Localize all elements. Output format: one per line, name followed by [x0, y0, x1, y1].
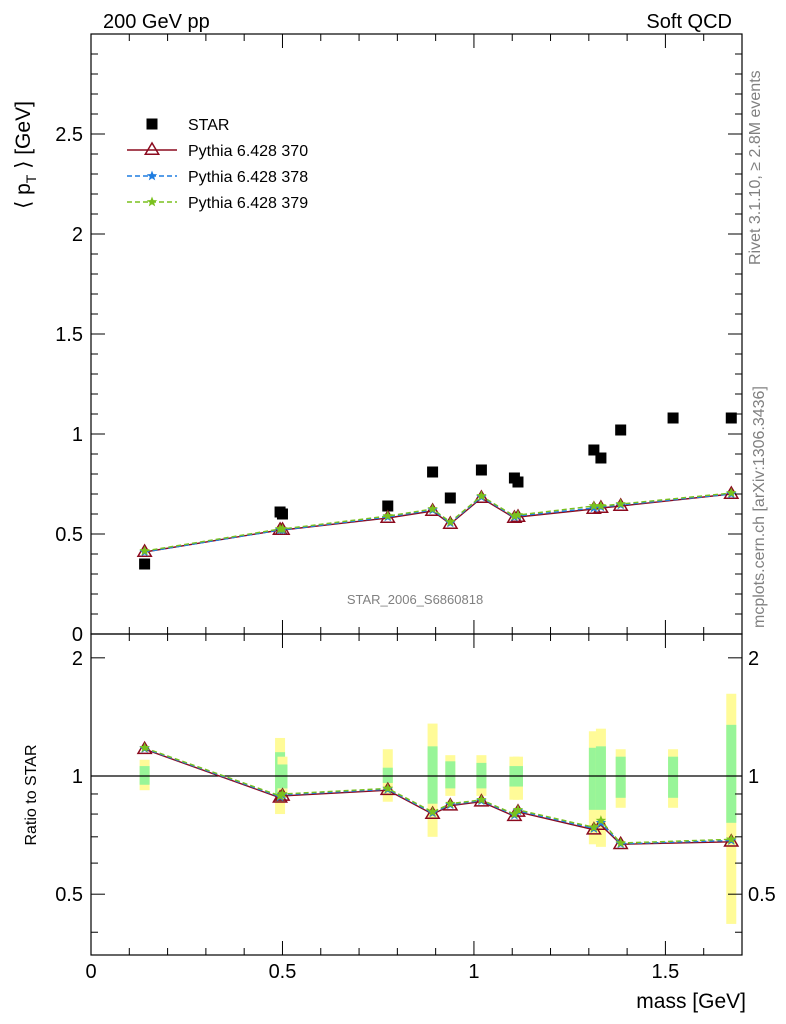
ratio-frame: [90, 633, 743, 956]
x-tick-label: 1.5: [652, 961, 680, 983]
rivet-label: Rivet 3.1.10, ≥ 2.8M events: [747, 70, 764, 265]
data-point: [512, 509, 524, 520]
ylabel-prefix: ⟨ p: [12, 183, 35, 209]
stat-band: [726, 724, 737, 823]
header-right-label: Soft QCD: [646, 11, 732, 33]
main-ticks: 0 0.5 1 1.5 2 2.5: [55, 33, 743, 646]
data-point: [382, 500, 394, 512]
ratio-y-tick-label: 0.5: [55, 884, 83, 906]
ratio-y-tick-label-right: 2: [748, 648, 759, 670]
data-point: [595, 452, 607, 464]
y-tick-label: 0.5: [55, 524, 83, 546]
y-tick-label: 1.5: [55, 324, 83, 346]
stat-band: [427, 746, 438, 804]
data-point: [595, 500, 607, 511]
series-line: [144, 493, 732, 553]
y-tick-label: 2: [72, 224, 83, 246]
data-point: [427, 806, 438, 817]
data-point: [277, 523, 288, 534]
x-tick-label: 0.5: [269, 961, 297, 983]
main-ylabel: ⟨ pT ⟩ [GeV]: [12, 101, 39, 209]
data-point: [725, 412, 737, 424]
ratio-data-layer: [91, 693, 742, 924]
data-point: [139, 742, 150, 753]
ylabel-suffix: ⟩ [GeV]: [12, 101, 35, 175]
xaxis-label: mass [GeV]: [636, 990, 746, 1013]
data-point: [588, 444, 600, 456]
data-point: [512, 476, 524, 488]
header-left-label: 200 GeV pp: [103, 11, 210, 33]
data-point: [615, 424, 627, 436]
legend-label: STAR: [188, 117, 229, 134]
stat-band: [382, 767, 393, 783]
legend-marker: [146, 118, 158, 130]
legend-label: Pythia 6.428 379: [188, 195, 308, 212]
legend-label: Pythia 6.428 378: [188, 169, 308, 186]
data-point: [476, 490, 487, 501]
data-point: [427, 503, 438, 514]
series-line: [144, 492, 732, 552]
data-point: [139, 558, 151, 570]
data-point: [444, 492, 456, 504]
data-point: [726, 833, 737, 844]
data-point: [615, 837, 626, 848]
series-line: [144, 747, 732, 845]
data-point: [509, 808, 520, 819]
data-point: [595, 815, 607, 825]
stat-band: [445, 761, 456, 789]
data-point: [427, 466, 439, 478]
y-tick-label: 0: [72, 624, 83, 646]
data-point: [382, 782, 393, 793]
stat-band: [668, 756, 679, 798]
data-point: [445, 798, 456, 809]
data-point: [139, 545, 150, 556]
ratio-y-tick-label-right: 0.5: [748, 884, 776, 906]
y-tick-label: 1: [72, 424, 83, 446]
ratio-ylabel: Ratio to STAR: [23, 744, 40, 845]
data-point: [726, 487, 737, 498]
y-tick-label: 2.5: [55, 124, 83, 146]
mcplots-label: mcplots.cern.ch [arXiv:1306.3436]: [751, 386, 768, 628]
ratio-y-tick-label-right: 1: [748, 766, 759, 788]
legend: STAR Pythia 6.428 370 Pythia 6.428 378 Pyth…: [127, 117, 308, 212]
main-data-layer: [136, 412, 740, 570]
legend-marker: [146, 196, 158, 207]
x-tick-label: 1: [468, 961, 479, 983]
data-point: [475, 464, 487, 476]
x-tick-label: 0: [85, 961, 96, 983]
ylabel-subscript: T: [23, 174, 39, 183]
data-point: [512, 804, 524, 815]
data-point: [588, 821, 600, 832]
series-line: [144, 747, 732, 844]
stat-band: [595, 746, 606, 810]
data-point: [274, 790, 286, 801]
main-panel: 0 0.5 1 1.5 2 2.5 STAR_2006_S6860818 ⟨ pT ⟩ […: [12, 33, 743, 646]
series-line: [144, 748, 732, 846]
data-point: [276, 508, 288, 520]
data-point: [277, 788, 288, 799]
ratio-panel: 0.5 0.5 1 1 2 2 0 0.5 1 1.5 Ratio to STAR mass [G…: [23, 633, 776, 1013]
legend-marker: [146, 170, 158, 181]
watermark: STAR_2006_S6860818: [347, 592, 483, 607]
legend-marker: [143, 141, 161, 155]
data-point: [592, 816, 609, 831]
data-point: [667, 412, 679, 424]
ratio-y-tick-label: 1: [72, 766, 83, 788]
data-point: [615, 498, 626, 509]
stat-band: [588, 747, 599, 810]
data-point: [382, 510, 393, 521]
data-point: [445, 516, 456, 527]
ratio-ticks: 0.5 0.5 1 1 2 2 0 0.5 1 1.5: [55, 634, 776, 983]
data-point: [476, 794, 487, 805]
legend-label: Pythia 6.428 370: [188, 143, 308, 160]
stat-band: [615, 756, 626, 798]
data-point: [509, 510, 520, 521]
ratio-y-tick-label: 2: [72, 648, 83, 670]
data-point: [588, 500, 600, 511]
